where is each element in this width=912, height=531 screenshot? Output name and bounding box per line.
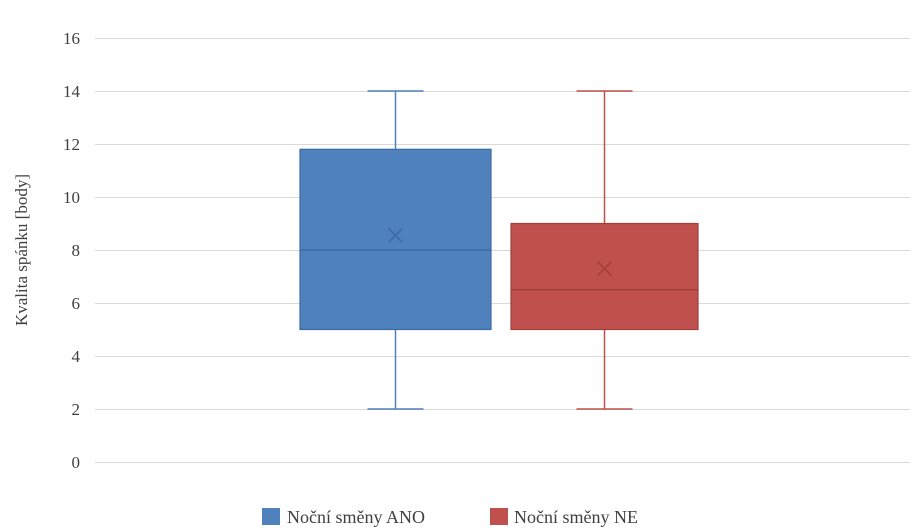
legend-label: Noční směny ANO bbox=[287, 507, 425, 527]
y-axis-label: Kvalita spánku [body] bbox=[12, 174, 31, 326]
y-tick-label-8: 8 bbox=[72, 241, 81, 260]
box-iqr bbox=[510, 222, 699, 331]
boxes bbox=[299, 90, 699, 410]
mean-marker bbox=[596, 260, 613, 277]
legend-item-2: Noční směny NE bbox=[490, 507, 638, 527]
box-1 bbox=[299, 90, 492, 410]
legend-item-1: Noční směny ANO bbox=[262, 507, 425, 527]
legend-swatch bbox=[262, 508, 280, 525]
mean-marker bbox=[387, 227, 404, 243]
box-2 bbox=[510, 90, 699, 410]
legend-label: Noční směny NE bbox=[514, 507, 638, 527]
box-iqr bbox=[299, 148, 492, 331]
y-tick-label-6: 6 bbox=[72, 294, 81, 313]
y-tick-label-10: 10 bbox=[63, 188, 80, 207]
legend-swatch bbox=[490, 508, 508, 525]
y-tick-label-14: 14 bbox=[63, 82, 81, 101]
y-tick-label-0: 0 bbox=[72, 453, 81, 472]
gridlines bbox=[95, 38, 910, 463]
y-axis-ticks: 0 2 4 6 8 10 12 14 16 bbox=[63, 29, 81, 472]
y-tick-label-4: 4 bbox=[72, 347, 81, 366]
y-tick-label-12: 12 bbox=[63, 135, 80, 154]
y-tick-label-2: 2 bbox=[72, 400, 81, 419]
y-tick-label-16: 16 bbox=[63, 29, 80, 48]
legend: Noční směny ANO Noční směny NE bbox=[262, 507, 638, 527]
